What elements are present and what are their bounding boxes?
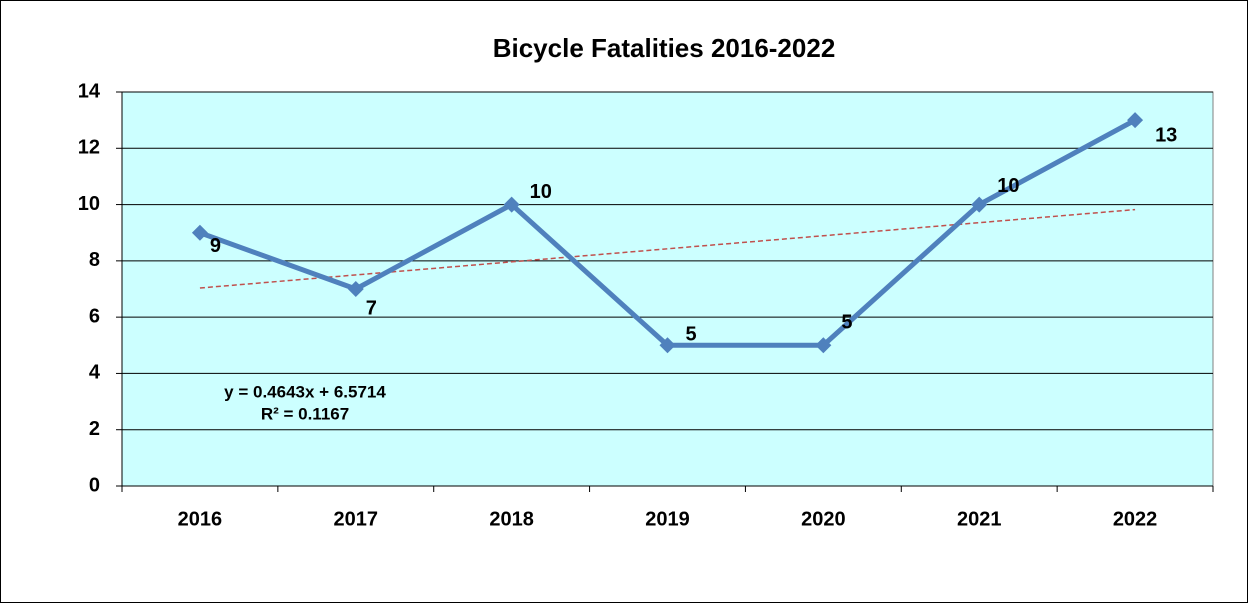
plot-area (121, 91, 1214, 487)
marker (659, 337, 676, 354)
y-tick-label: 0 (89, 474, 100, 496)
y-tick-label: 2 (89, 418, 100, 440)
y-tick-label: 10 (78, 193, 100, 215)
y-tick-label: 14 (78, 80, 101, 102)
y-tick-label: 12 (78, 137, 100, 159)
chart-title: Bicycle Fatalities 2016-2022 (493, 33, 836, 63)
y-tick-label: 6 (89, 305, 100, 327)
marker (971, 196, 988, 213)
trendline-equation: y = 0.4643x + 6.5714 (224, 382, 386, 401)
x-tick-label: 2020 (801, 508, 846, 530)
data-label: 13 (1155, 124, 1177, 146)
y-tick-label: 4 (89, 362, 101, 384)
marker (1127, 112, 1144, 129)
x-tick-label: 2019 (645, 508, 690, 530)
x-tick-label: 2016 (178, 508, 223, 530)
data-label: 5 (841, 312, 852, 334)
trendline-equation: R² = 0.1167 (261, 404, 349, 423)
data-label: 9 (210, 235, 221, 257)
x-tick-label: 2021 (957, 508, 1002, 530)
y-tick-label: 8 (89, 249, 100, 271)
marker (347, 281, 364, 297)
data-label: 5 (686, 324, 697, 346)
marker (503, 196, 520, 213)
marker (191, 224, 208, 241)
data-label: 7 (366, 297, 377, 319)
x-tick-label: 2018 (489, 508, 534, 530)
x-tick-label: 2017 (334, 508, 379, 530)
marker (815, 337, 832, 354)
trendline (199, 208, 1136, 289)
data-label: 10 (530, 181, 552, 203)
x-tick-label: 2022 (1113, 508, 1158, 530)
data-label: 10 (997, 175, 1019, 197)
